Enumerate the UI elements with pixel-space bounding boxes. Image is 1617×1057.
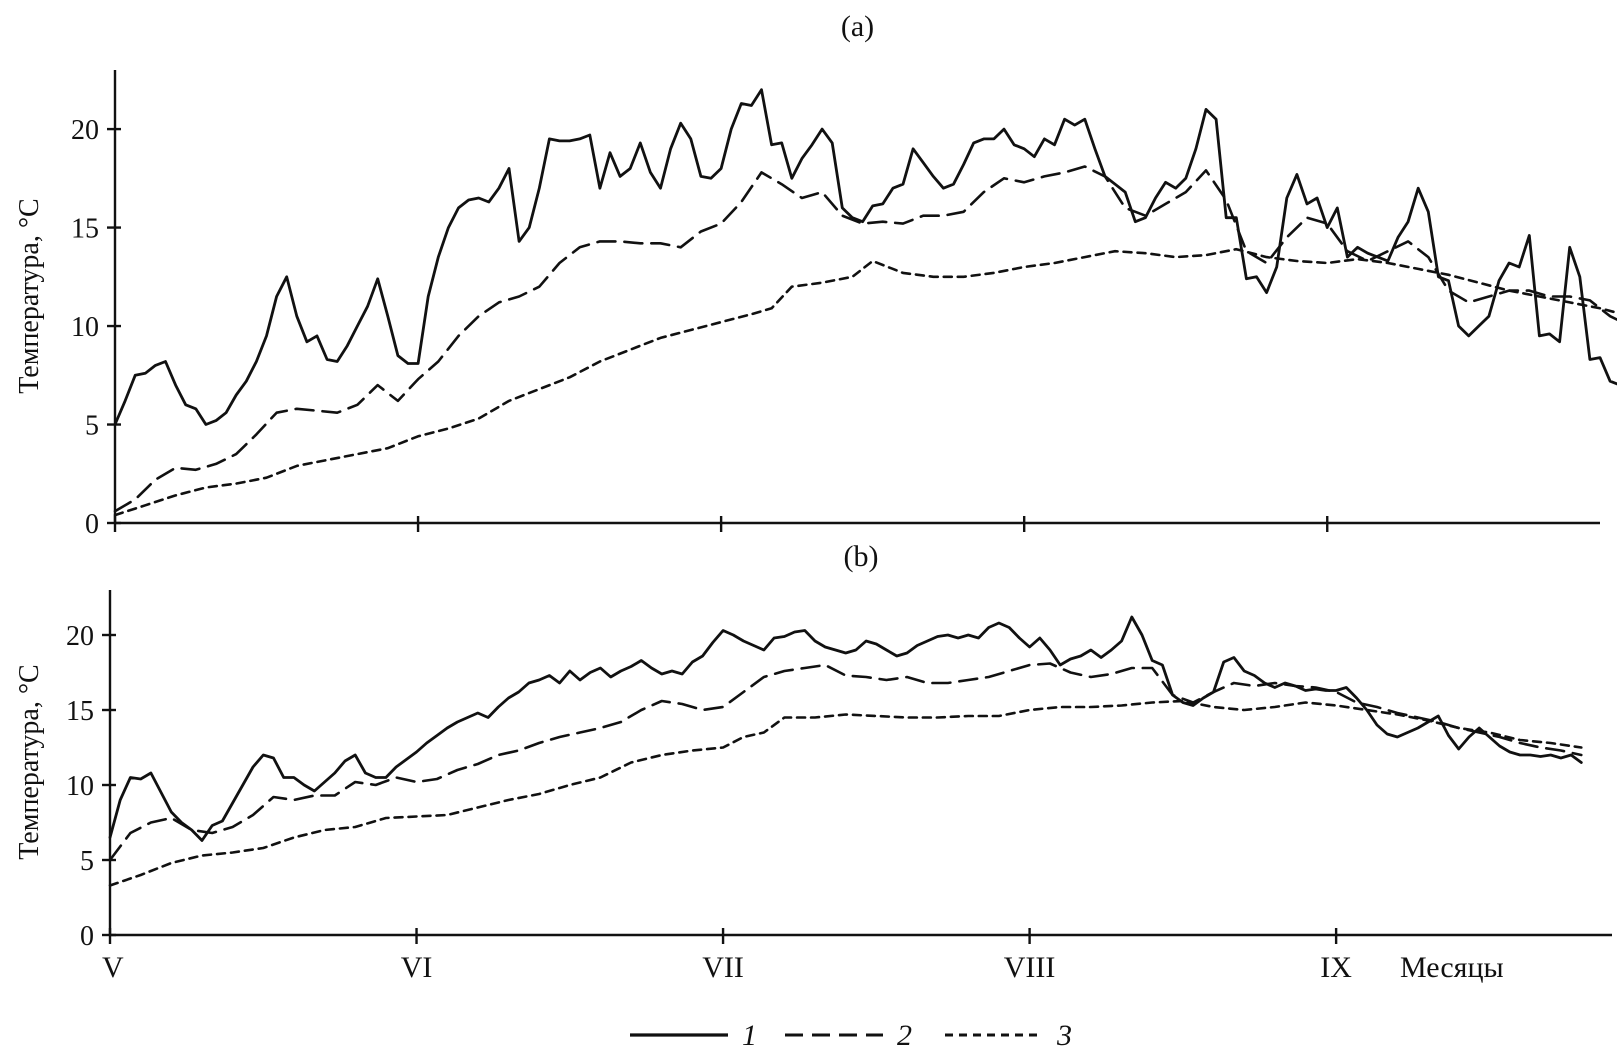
legend: 1 2 3 <box>630 1019 1072 1052</box>
month-label: V <box>102 951 124 984</box>
series-3-line <box>113 247 1617 517</box>
month-label: VIII <box>1004 951 1056 984</box>
y-axis-label: Температура, °C <box>14 664 45 859</box>
month-axis: V VI VII VIII IX Месяцы <box>102 951 1504 984</box>
series-2-line <box>108 662 1583 862</box>
series-2-line <box>113 165 1617 513</box>
y-tick-label: 15 <box>71 214 99 245</box>
series-3-line <box>108 699 1583 887</box>
month-label: IX <box>1320 951 1352 984</box>
month-label: VII <box>702 951 744 984</box>
y-tick-label: 0 <box>80 921 94 952</box>
series-1-line <box>113 88 1617 426</box>
y-tick-label: 5 <box>85 411 99 442</box>
panel-b: (b) Температура, °C 0 5 10 15 20 <box>14 540 1612 952</box>
legend-label: 2 <box>897 1019 912 1052</box>
y-tick-label: 20 <box>66 621 94 652</box>
y-tick-label: 15 <box>66 696 94 727</box>
y-tick-label: 10 <box>66 771 94 802</box>
y-tick-label: 20 <box>71 115 99 146</box>
panel-title: (a) <box>841 10 874 43</box>
y-tick-label: 0 <box>85 509 99 540</box>
series-1-line <box>108 615 1583 842</box>
y-tick-label: 5 <box>80 846 94 877</box>
panel-title: (b) <box>844 540 879 573</box>
y-axis-label: Температура, °C <box>14 198 45 393</box>
month-label: VI <box>401 951 433 984</box>
panel-a: (a) Температура, °C 0 5 10 15 20 <box>14 10 1617 540</box>
y-tick-label: 10 <box>71 312 99 343</box>
legend-label: 3 <box>1056 1019 1072 1052</box>
months-axis-label: Месяцы <box>1400 951 1504 984</box>
legend-label: 1 <box>742 1019 757 1052</box>
